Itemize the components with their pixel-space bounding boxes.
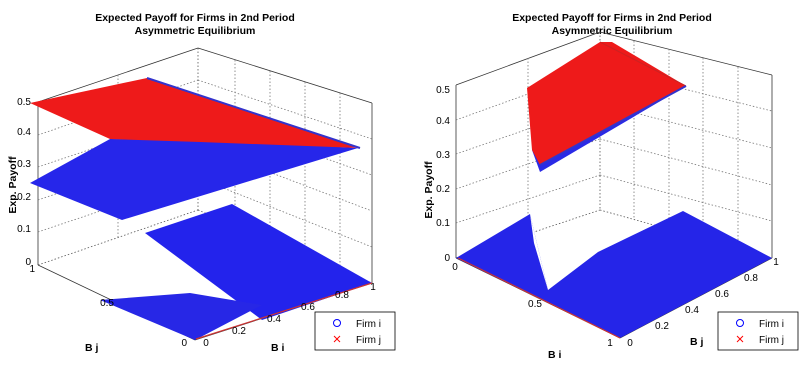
chart-right-legend-marker-firm-j (736, 335, 744, 343)
chart-right-firm-j-top (527, 42, 686, 165)
chart-left-x-axis: 0 0.2 0.4 0.6 0.8 1 B i (203, 282, 376, 354)
chart-left-title-line1: Expected Payoff for Firms in 2nd Period (95, 12, 295, 24)
chart-right-legend-label-firm-j: Firm j (759, 335, 784, 346)
chart-right-x-label: B i (548, 349, 562, 361)
chart-left-z-tick: 0.3 (17, 159, 31, 170)
chart-right-y-label: B j (690, 336, 704, 348)
chart-left: Expected Payoff for Firms in 2nd Period … (7, 12, 396, 354)
chart-right-title-line1: Expected Payoff for Firms in 2nd Period (512, 12, 712, 24)
chart-right-z-tick: 0.5 (436, 85, 450, 96)
chart-right-y-tick: 0.6 (715, 289, 729, 300)
chart-left-z-tick: 0.4 (17, 127, 31, 138)
chart-right-y-tick: 0 (627, 338, 633, 349)
chart-left-z-axis: 0 0.1 0.2 0.3 0.4 0.5 Exp. Payoff (7, 97, 31, 268)
chart-left-y-tick: 0 (181, 338, 187, 349)
chart-left-title-line2: Asymmetric Equilibrium (135, 25, 256, 37)
chart-left-x-label: B i (271, 342, 285, 354)
chart-left-firm-i-low-plane (145, 204, 372, 320)
chart-left-x-tick: 0.2 (232, 326, 246, 337)
chart-right-z-label: Exp. Payoff (423, 161, 435, 219)
chart-left-y-tick: 0.5 (100, 298, 114, 309)
chart-right: Expected Payoff for Firms in 2nd Period … (423, 12, 799, 361)
chart-right-z-tick: 0.3 (436, 150, 450, 161)
chart-left-firm-i-floor-wedge (100, 293, 262, 340)
chart-left-x-tick: 1 (370, 282, 376, 293)
chart-left-legend-label-firm-i: Firm i (356, 319, 381, 330)
chart-left-x-tick: 0.8 (335, 290, 349, 301)
chart-left-y-label: B j (85, 342, 99, 354)
chart-left-z-tick: 0.2 (17, 192, 31, 203)
chart-left-legend-label-firm-j: Firm j (356, 335, 381, 346)
chart-right-y-axis: 0 0.2 0.4 0.6 0.8 1 B j (627, 257, 779, 349)
chart-right-x-tick: 0.5 (528, 299, 542, 310)
chart-right-title-line2: Asymmetric Equilibrium (552, 25, 673, 37)
chart-right-z-tick: 0.1 (436, 218, 450, 229)
chart-right-legend-marker-firm-i (736, 319, 744, 327)
chart-right-y-tick: 0.2 (655, 321, 669, 332)
chart-left-z-tick: 0 (25, 257, 31, 268)
chart-left-y-tick: 1 (29, 264, 35, 275)
chart-right-y-tick: 0.4 (685, 305, 699, 316)
chart-right-z-axis: 0 0.1 0.2 0.3 0.4 0.5 Exp. Payoff (423, 85, 450, 264)
chart-right-legend-label-firm-i: Firm i (759, 319, 784, 330)
chart-right-z-tick: 0.4 (436, 116, 450, 127)
chart-left-x-tick: 0 (203, 338, 209, 349)
chart-left-x-tick: 0.4 (267, 314, 281, 325)
chart-left-firm-i-mid-plane (30, 139, 358, 220)
chart-right-firm-i-floor-gap (530, 214, 548, 290)
chart-right-x-tick: 1 (607, 338, 613, 349)
chart-left-firm-j-top-plane (30, 78, 360, 148)
chart-right-x-tick: 0 (452, 262, 458, 273)
chart-left-z-label: Exp. Payoff (7, 156, 19, 214)
chart-left-legend-marker-firm-i (333, 319, 341, 327)
chart-left-z-tick: 0.5 (17, 97, 31, 108)
chart-left-legend: Firm i Firm j (314, 311, 396, 351)
chart-right-z-tick: 0.2 (436, 184, 450, 195)
chart-right-y-tick: 1 (773, 257, 779, 268)
chart-left-surfaces (30, 77, 373, 340)
chart-right-x-axis: 0 0.5 1 B i (452, 262, 613, 361)
chart-left-legend-marker-firm-j (333, 335, 341, 343)
chart-right-surfaces (456, 41, 772, 339)
chart-left-x-tick: 0.6 (301, 302, 315, 313)
chart-right-z-tick: 0 (444, 253, 450, 264)
chart-right-y-tick: 0.8 (744, 273, 758, 284)
chart-left-z-tick: 0.1 (17, 224, 31, 235)
chart-right-legend: Firm i Firm j (717, 311, 799, 351)
chart-left-y-axis: 0 0.5 1 B j (29, 264, 187, 354)
